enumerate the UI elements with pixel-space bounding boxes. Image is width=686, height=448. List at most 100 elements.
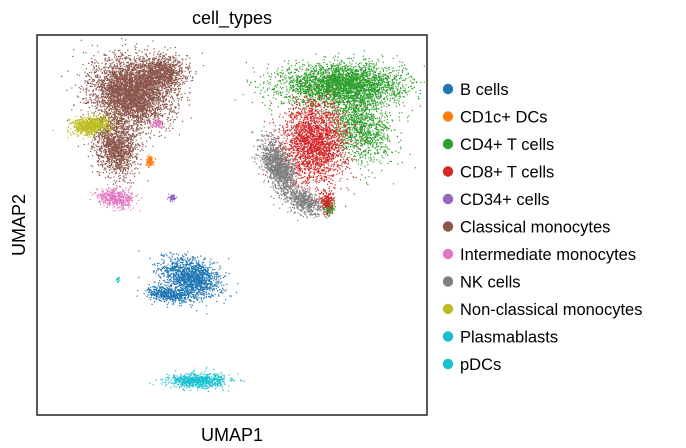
scatter-point bbox=[318, 64, 320, 66]
scatter-point bbox=[350, 88, 352, 91]
scatter-point bbox=[298, 91, 300, 93]
scatter-point bbox=[300, 86, 302, 88]
scatter-point bbox=[355, 74, 357, 76]
scatter-point bbox=[330, 85, 332, 87]
scatter-point bbox=[317, 78, 320, 80]
scatter-point bbox=[338, 65, 340, 67]
scatter-point bbox=[296, 87, 298, 89]
scatter-point bbox=[191, 268, 193, 270]
scatter-point bbox=[151, 294, 153, 297]
scatter-point bbox=[174, 297, 176, 299]
scatter-point bbox=[163, 291, 165, 293]
scatter-point bbox=[160, 290, 162, 292]
scatter-point bbox=[332, 71, 334, 73]
scatter-point bbox=[398, 100, 400, 102]
scatter-point bbox=[274, 85, 276, 88]
scatter-point bbox=[171, 297, 173, 299]
scatter-point bbox=[157, 291, 159, 293]
scatter-point bbox=[276, 93, 278, 95]
scatter-point bbox=[191, 279, 193, 281]
scatter-point bbox=[165, 293, 167, 295]
scatter-point bbox=[352, 74, 354, 76]
scatter-point bbox=[165, 269, 167, 271]
scatter-point bbox=[192, 268, 194, 270]
scatter-point bbox=[166, 268, 168, 270]
scatter-point bbox=[370, 70, 372, 72]
scatter-point bbox=[339, 62, 341, 64]
scatter-point bbox=[312, 83, 314, 86]
scatter-point bbox=[206, 288, 209, 290]
scatter-point bbox=[374, 83, 376, 85]
scatter-point bbox=[201, 266, 203, 268]
scatter-point bbox=[176, 253, 178, 255]
scatter-point bbox=[175, 266, 177, 269]
scatter-point bbox=[300, 85, 302, 87]
scatter-point bbox=[354, 66, 356, 68]
scatter-point bbox=[374, 93, 376, 95]
scatter-point bbox=[353, 73, 355, 75]
scatter-point bbox=[183, 278, 185, 280]
scatter-point bbox=[169, 279, 171, 281]
scatter-point bbox=[213, 285, 215, 287]
scatter-point bbox=[192, 294, 194, 296]
scatter-point bbox=[349, 72, 351, 74]
scatter-point bbox=[269, 81, 271, 83]
scatter-point bbox=[190, 291, 192, 293]
scatter-point bbox=[219, 291, 221, 293]
scatter-point bbox=[264, 104, 266, 106]
scatter-point bbox=[172, 262, 174, 264]
scatter-point bbox=[308, 88, 310, 90]
scatter-point bbox=[228, 258, 230, 260]
scatter-point bbox=[325, 88, 327, 90]
scatter-point bbox=[171, 261, 173, 263]
scatter-point bbox=[221, 291, 223, 293]
scatter-point bbox=[200, 298, 203, 300]
scatter-point bbox=[399, 112, 401, 114]
scatter-point bbox=[196, 284, 198, 286]
scatter-point bbox=[377, 93, 379, 95]
scatter-point bbox=[289, 87, 291, 89]
scatter-point bbox=[372, 89, 374, 91]
scatter-point bbox=[197, 266, 200, 268]
scatter-point bbox=[201, 267, 203, 269]
scatter-point bbox=[349, 67, 351, 70]
scatter-point bbox=[181, 279, 183, 281]
scatter-point bbox=[292, 88, 294, 90]
scatter-point bbox=[178, 260, 180, 262]
scatter-point bbox=[237, 283, 239, 285]
scatter-point bbox=[194, 271, 196, 273]
scatter-point bbox=[185, 268, 187, 271]
scatter-point bbox=[229, 295, 231, 297]
scatter-point bbox=[363, 88, 365, 90]
scatter-point bbox=[187, 286, 189, 288]
scatter-point bbox=[186, 287, 188, 289]
scatter-point bbox=[337, 83, 339, 85]
scatter-point bbox=[311, 94, 313, 96]
scatter-point bbox=[203, 268, 205, 270]
scatter-point bbox=[365, 81, 367, 83]
scatter-point bbox=[152, 293, 154, 295]
scatter-point bbox=[151, 164, 153, 166]
scatter-point bbox=[341, 67, 343, 69]
scatter-point bbox=[355, 85, 357, 87]
scatter-point bbox=[201, 274, 203, 276]
scatter-point bbox=[362, 82, 364, 84]
scatter-point bbox=[314, 94, 316, 96]
scatter-point bbox=[186, 278, 189, 280]
scatter-point bbox=[321, 86, 323, 88]
scatter-point bbox=[354, 83, 356, 85]
scatter-point bbox=[178, 277, 180, 279]
scatter-point bbox=[182, 263, 184, 266]
scatter-point bbox=[332, 78, 334, 80]
scatter-point bbox=[386, 95, 388, 97]
scatter-point bbox=[349, 81, 351, 84]
scatter-point bbox=[189, 283, 191, 285]
scatter-point bbox=[169, 298, 171, 300]
scatter-point bbox=[171, 272, 173, 274]
scatter-point bbox=[320, 76, 322, 78]
scatter-point bbox=[325, 82, 327, 84]
scatter-point bbox=[306, 91, 308, 93]
scatter-point bbox=[396, 55, 398, 57]
scatter-point bbox=[364, 92, 366, 94]
scatter-point bbox=[174, 288, 176, 290]
